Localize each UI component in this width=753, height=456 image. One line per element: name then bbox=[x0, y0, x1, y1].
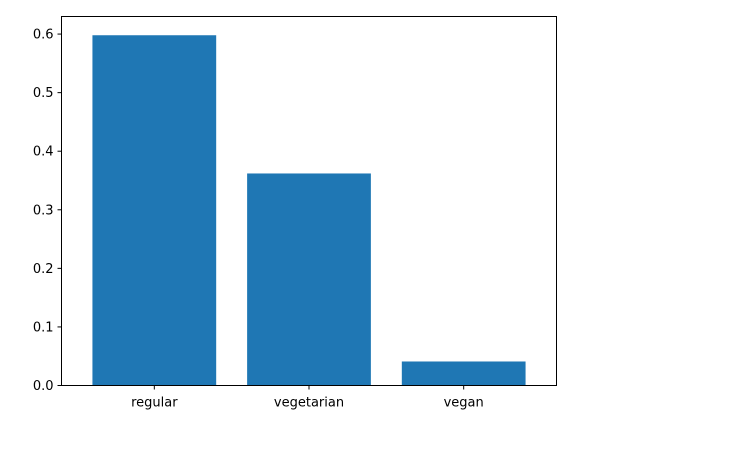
x-tick-label: vegetarian bbox=[274, 396, 344, 411]
x-tick-label: regular bbox=[131, 396, 178, 411]
bar-vegetarian bbox=[247, 173, 371, 386]
y-tick-label: 0.2 bbox=[33, 262, 54, 277]
y-tick-label: 0.3 bbox=[33, 203, 54, 218]
y-axis: 0.0 0.1 0.2 0.3 0.4 0.5 0.6 bbox=[33, 28, 62, 394]
y-tick-label: 0.0 bbox=[33, 379, 54, 394]
y-tick-label: 0.6 bbox=[33, 28, 54, 43]
y-tick-label: 0.4 bbox=[33, 145, 54, 160]
x-tick-label: vegan bbox=[444, 396, 484, 411]
y-tick-label: 0.5 bbox=[33, 86, 54, 101]
bar-regular bbox=[92, 35, 217, 386]
x-axis: regular vegetarian vegan bbox=[131, 385, 484, 411]
plot-frame bbox=[61, 16, 557, 386]
y-tick-label: 0.1 bbox=[33, 320, 54, 335]
bars-group bbox=[92, 35, 526, 386]
bar-vegan bbox=[401, 361, 526, 386]
